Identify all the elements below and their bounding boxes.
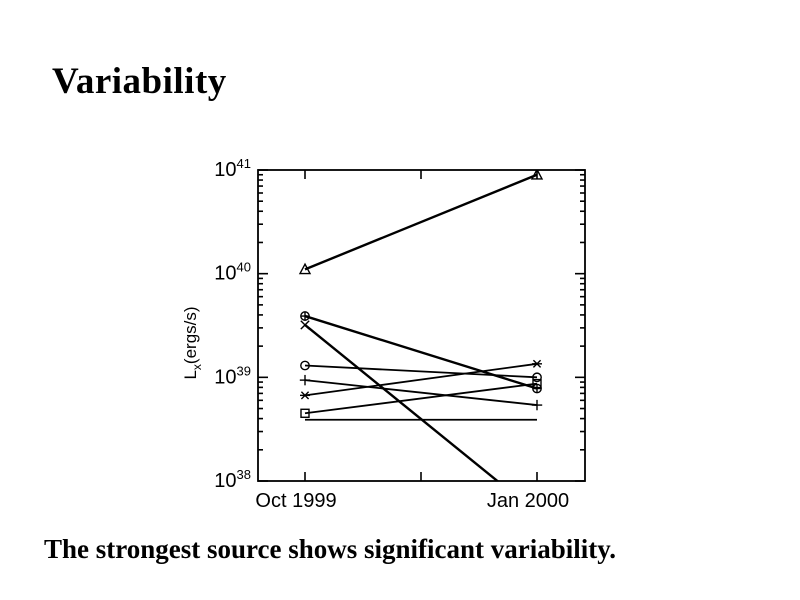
y-tick-label: 1039 [214, 363, 251, 388]
x-tick-label-oct-1999: Oct 1999 [255, 490, 336, 512]
slide-caption: The strongest source shows significant v… [44, 534, 617, 564]
series-line-source-asterisk [304, 362, 538, 397]
plus-marker [531, 399, 543, 411]
x-tick-label-jan-2000: Jan 2000 [487, 490, 569, 512]
luminosity-variability-figure: 1041 1040 1039 1038 Oct 1999 Jan 2000 Lx(ergs/… [160, 150, 600, 520]
series-source-plus [299, 374, 543, 411]
series-source-circle [300, 360, 542, 383]
y-axis-title: Lx(ergs/s) [181, 306, 204, 379]
slide-title: Variability [52, 61, 227, 102]
y-tick-label: 1038 [214, 467, 251, 492]
y-tick-label: 1040 [214, 260, 251, 285]
series-line-source-circle [304, 364, 538, 379]
triangle-marker [298, 262, 312, 275]
series-line-source-circle-plus [304, 314, 538, 390]
square-marker [532, 378, 542, 389]
x-tick-labels: Oct 1999 Jan 2000 [255, 490, 569, 512]
asterisk-marker [532, 359, 542, 368]
series-group [298, 170, 544, 481]
axis-ticks [258, 169, 585, 482]
series-source-triangle [298, 170, 544, 275]
circle-plus-marker [532, 383, 542, 394]
series-source-asterisk [300, 359, 542, 400]
series-source-square [300, 378, 542, 418]
series-line-source-plus [304, 379, 538, 406]
circle-marker [300, 360, 310, 371]
series-line-source-triangle [304, 173, 538, 271]
y-tick-label: 1041 [214, 156, 251, 181]
x-marker [300, 320, 310, 330]
circle-plus-marker [300, 311, 310, 321]
triangle-marker [530, 170, 544, 180]
series-line-source-square [304, 382, 538, 415]
y-tick-labels: 1041 1040 1039 1038 [214, 156, 251, 492]
circle-marker [532, 372, 542, 383]
square-marker [300, 408, 310, 418]
plus-marker [299, 374, 311, 386]
asterisk-marker [300, 391, 310, 400]
